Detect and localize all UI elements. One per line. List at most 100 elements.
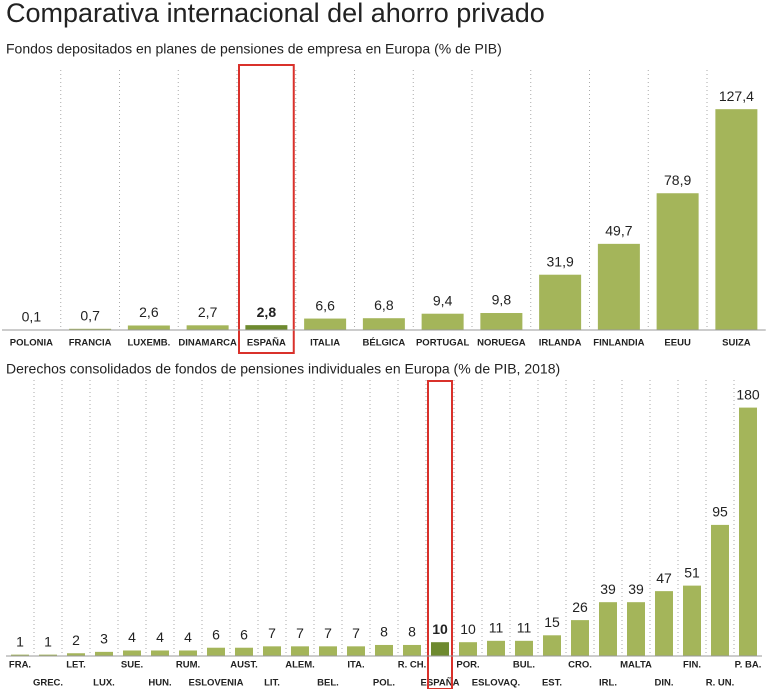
bar — [235, 647, 253, 656]
value-label: 6 — [212, 626, 220, 642]
x-tick-label: ESLOVAQ. — [472, 678, 520, 689]
bar — [487, 640, 505, 656]
value-label: 4 — [156, 629, 164, 645]
value-label: 4 — [128, 629, 136, 645]
x-tick-label: POL. — [373, 678, 395, 689]
value-label: 31,9 — [547, 253, 574, 269]
bar — [480, 313, 523, 330]
x-tick-label: ITALIA — [310, 338, 340, 349]
value-label: 3 — [100, 631, 108, 647]
x-tick-label: LIT. — [264, 678, 280, 689]
bar — [179, 650, 197, 656]
bar — [245, 325, 288, 330]
value-label: 39 — [628, 581, 644, 597]
value-label: 26 — [572, 599, 588, 615]
bar — [655, 591, 673, 656]
bar — [711, 524, 729, 656]
bar — [347, 646, 365, 656]
x-tick-label: LUX. — [93, 678, 115, 689]
bar — [127, 325, 170, 330]
x-tick-label: HUN. — [148, 678, 171, 689]
bar — [683, 585, 701, 656]
bar — [291, 646, 309, 656]
x-tick-label: EST. — [542, 678, 562, 689]
x-tick-label: NORUEGA — [477, 338, 526, 349]
value-label: 2,8 — [257, 304, 277, 320]
value-label: 7 — [296, 625, 304, 641]
value-label: 49,7 — [605, 223, 632, 239]
x-tick-label: MALTA — [620, 660, 652, 671]
bar — [539, 274, 582, 330]
x-tick-label: ITA. — [347, 660, 364, 671]
bar — [362, 318, 405, 330]
bar — [186, 325, 229, 330]
bar — [597, 243, 640, 330]
bar — [656, 193, 699, 330]
bar — [151, 650, 169, 656]
value-label: 8 — [380, 624, 388, 640]
bar — [375, 644, 393, 656]
value-label: 4 — [184, 629, 192, 645]
bar — [571, 620, 589, 656]
x-tick-label: PORTUGAL — [416, 338, 470, 349]
highlight-box — [238, 64, 295, 354]
bar — [431, 642, 449, 656]
bar — [515, 640, 533, 656]
value-label: 8 — [408, 624, 416, 640]
x-tick-label: ESPAÑA — [247, 338, 286, 349]
bar — [67, 653, 85, 656]
value-label: 7 — [268, 625, 276, 641]
x-tick-label: LET. — [66, 660, 86, 671]
bar — [263, 646, 281, 656]
x-tick-label: IRL. — [599, 678, 617, 689]
value-label: 127,4 — [719, 88, 754, 104]
x-tick-label: BÉLGICA — [363, 338, 406, 349]
value-label: 6 — [240, 626, 248, 642]
value-label: 7 — [324, 625, 332, 641]
x-tick-label: LUXEMB. — [128, 338, 171, 349]
bar — [319, 646, 337, 656]
value-label: 6,8 — [374, 297, 394, 313]
x-tick-label: ESPAÑA — [421, 678, 460, 689]
x-tick-label: FRANCIA — [69, 338, 112, 349]
value-label: 2,6 — [139, 304, 159, 320]
value-label: 2 — [72, 632, 80, 648]
x-tick-label: ESLOVENIA — [189, 678, 244, 689]
x-tick-label: DINAMARCA — [178, 338, 237, 349]
value-label: 10 — [432, 621, 448, 637]
x-tick-label: POR. — [456, 660, 479, 671]
value-label: 11 — [489, 620, 504, 636]
bar — [459, 642, 477, 656]
bar — [69, 328, 112, 330]
bar — [715, 109, 758, 330]
value-label: 1 — [44, 633, 52, 649]
x-tick-label: EEUU — [664, 338, 691, 349]
x-tick-label: SUE. — [121, 660, 143, 671]
value-label: 0,1 — [22, 309, 42, 325]
x-tick-label: FINLANDIA — [593, 338, 644, 349]
bar — [304, 318, 347, 330]
value-label: 2,7 — [198, 304, 218, 320]
bar — [39, 654, 57, 656]
x-tick-label: DIN. — [655, 678, 674, 689]
value-label: 78,9 — [664, 172, 691, 188]
bar — [421, 313, 464, 330]
x-tick-label: CRO. — [568, 660, 592, 671]
x-tick-label: SUIZA — [722, 338, 751, 349]
value-label: 0,7 — [80, 307, 100, 323]
highlight-box — [427, 380, 453, 689]
value-label: 39 — [600, 581, 616, 597]
x-tick-label: AUST. — [230, 660, 257, 671]
value-label: 11 — [517, 620, 532, 636]
x-tick-label: FRA. — [9, 660, 31, 671]
bar — [403, 644, 421, 656]
value-label: 10 — [460, 621, 476, 637]
value-label: 15 — [544, 614, 560, 630]
chart-subtitle: Derechos consolidados de fondos de pensi… — [6, 361, 560, 377]
bar — [599, 602, 617, 656]
bar — [95, 651, 113, 656]
bar — [543, 635, 561, 656]
value-label: 6,6 — [315, 297, 335, 313]
x-tick-label: RUM. — [176, 660, 200, 671]
